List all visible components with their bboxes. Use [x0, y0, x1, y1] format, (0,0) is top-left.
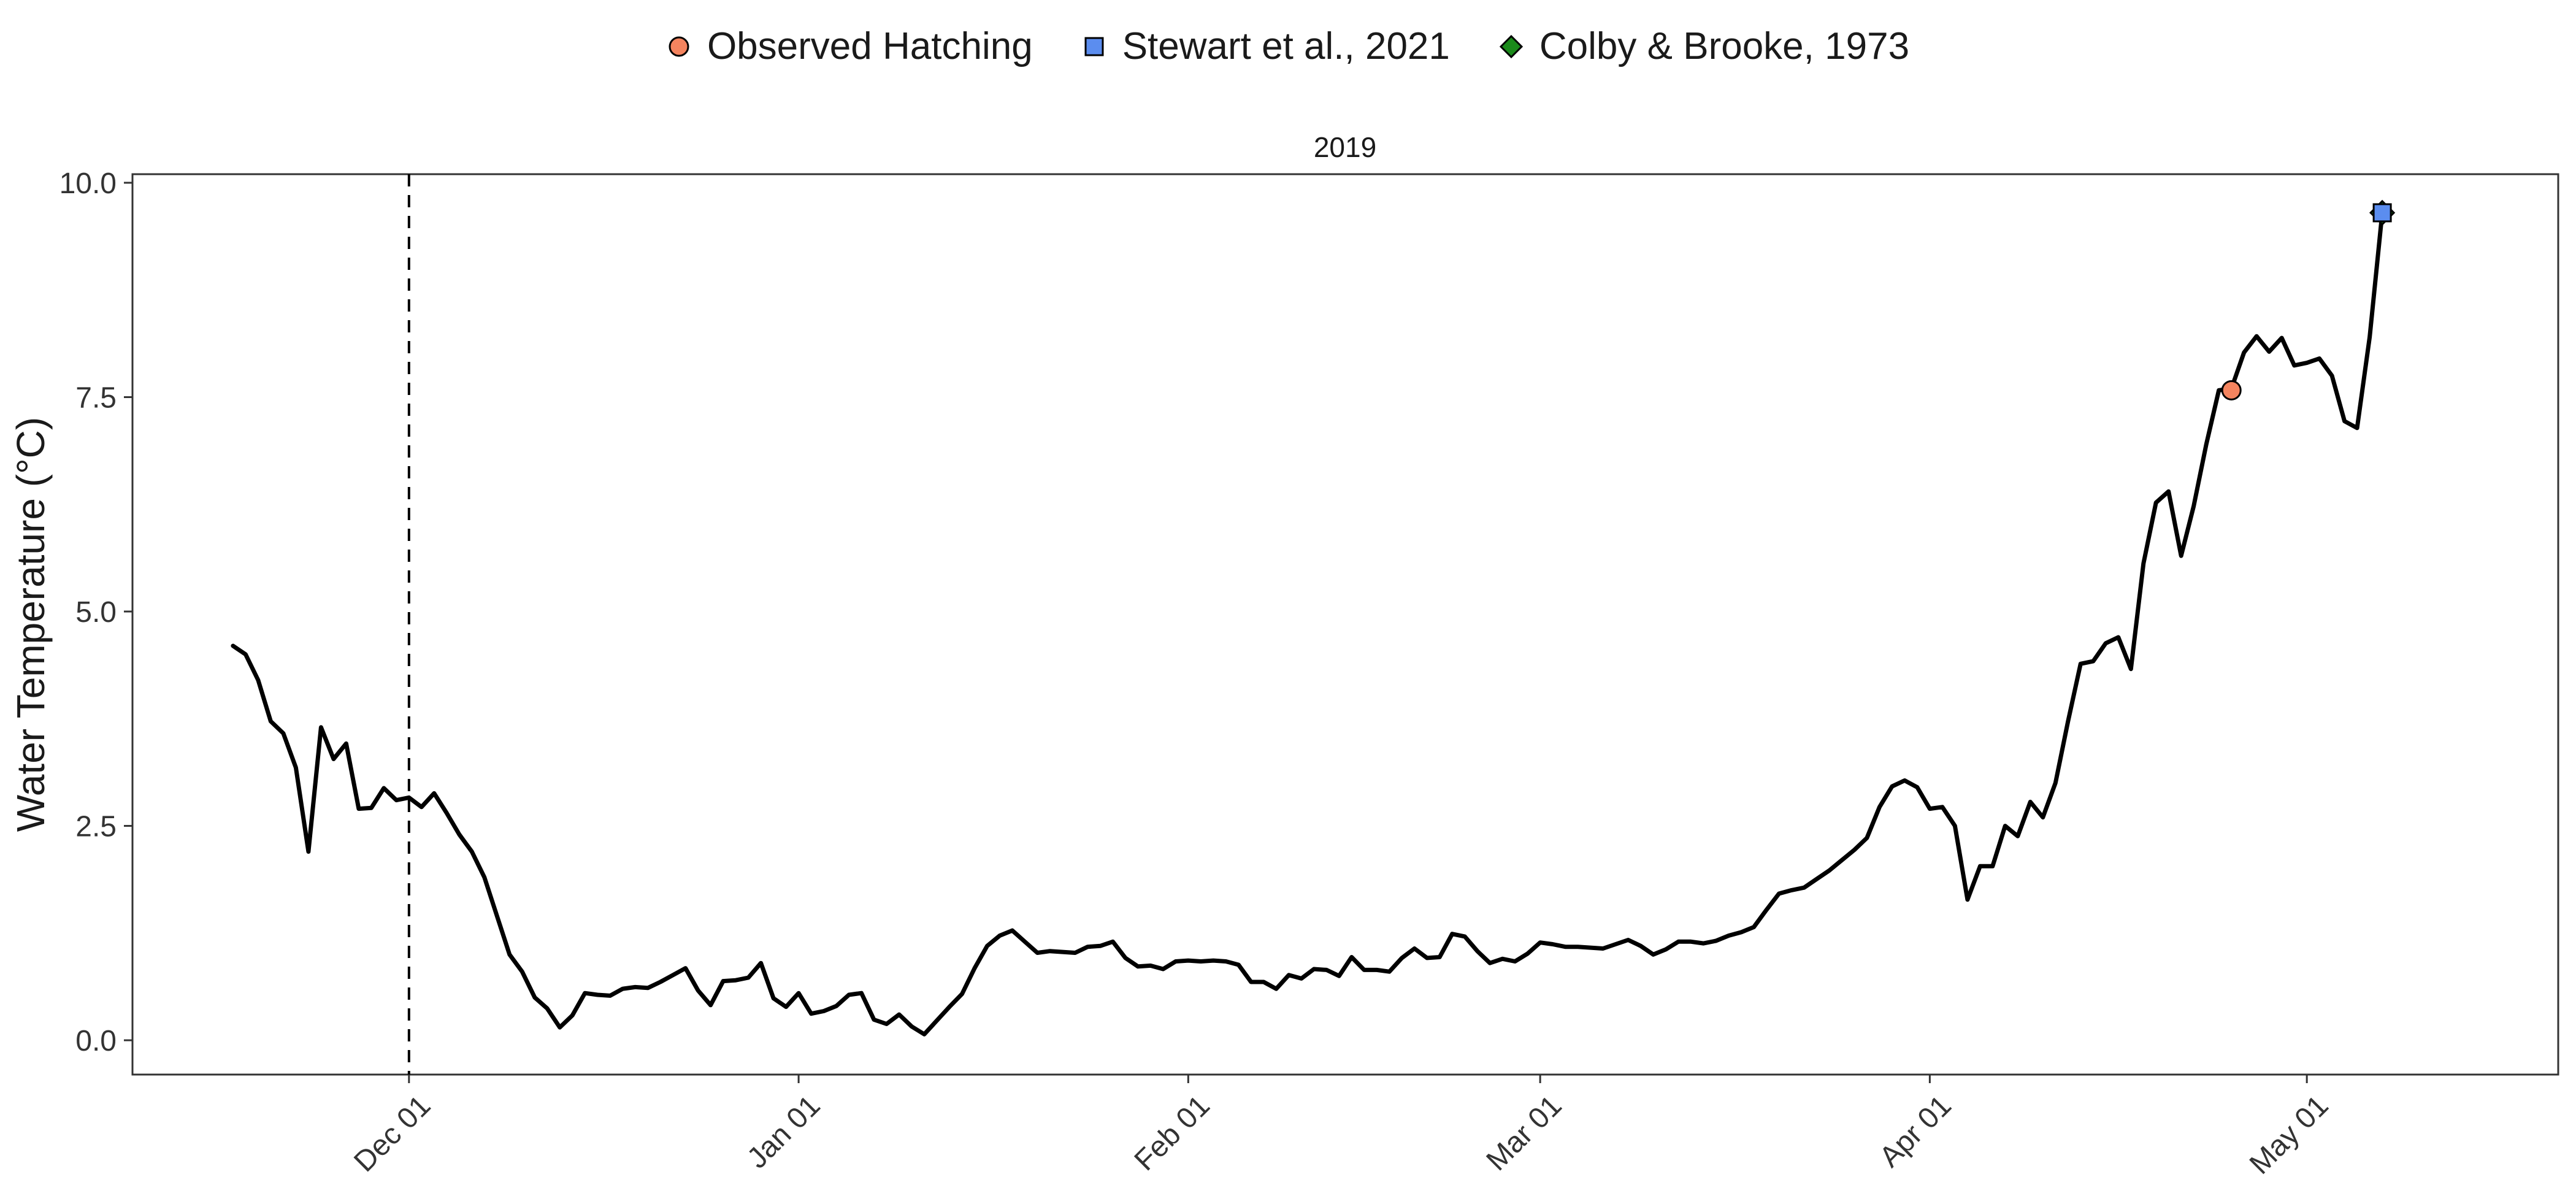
plot-panel [131, 173, 2559, 1076]
legend-label-stewart: Stewart et al., 2021 [1122, 25, 1450, 67]
facet-title: 2019 [1314, 131, 1376, 163]
marker-circle [2221, 380, 2242, 401]
x-tick-label: Feb 01 [1129, 1089, 1216, 1177]
diamond-marker-icon [1499, 34, 1524, 58]
y-tick-label: 0.0 [75, 1025, 117, 1057]
y-tick-label: 7.5 [75, 382, 117, 415]
legend-label-observed-hatching: Observed Hatching [707, 25, 1033, 67]
x-tick-label: Dec 01 [348, 1089, 437, 1178]
legend-label-colby-brooke: Colby & Brooke, 1973 [1539, 25, 1910, 67]
temperature-line [231, 210, 2385, 1037]
legend-item-stewart: Stewart et al., 2021 [1082, 25, 1450, 68]
x-tick-label: Jan 01 [741, 1089, 826, 1175]
circle-marker-icon [669, 36, 689, 56]
markers [2221, 199, 2396, 401]
legend-swatch-observed-hatching [669, 36, 689, 56]
x-tick-label: Mar 01 [1481, 1089, 1568, 1177]
x-tick-label: May 01 [2244, 1089, 2335, 1181]
y-axis: 0.0 2.5 5.0 7.5 10.0 [59, 167, 132, 1057]
marker-square [2372, 203, 2392, 223]
x-axis: Dec 01 Jan 01 Feb 01 Mar 01 Apr 01 May 01 [348, 1075, 2335, 1181]
legend-swatch-stewart [1084, 37, 1104, 56]
legend: Observed Hatching Stewart et al., 2021 C… [0, 25, 2576, 68]
square-marker-icon [1084, 37, 1104, 56]
legend-swatch-colby-brooke [1499, 34, 1524, 58]
legend-item-colby-brooke: Colby & Brooke, 1973 [1499, 25, 1909, 68]
y-tick-label: 2.5 [75, 811, 117, 843]
y-axis-title: Water Temperature (°C) [9, 417, 53, 832]
legend-item-observed-hatching: Observed Hatching [667, 25, 1033, 68]
y-tick-label: 5.0 [75, 596, 117, 629]
y-tick-label: 10.0 [59, 167, 117, 200]
x-tick-label: Apr 01 [1873, 1089, 1957, 1173]
